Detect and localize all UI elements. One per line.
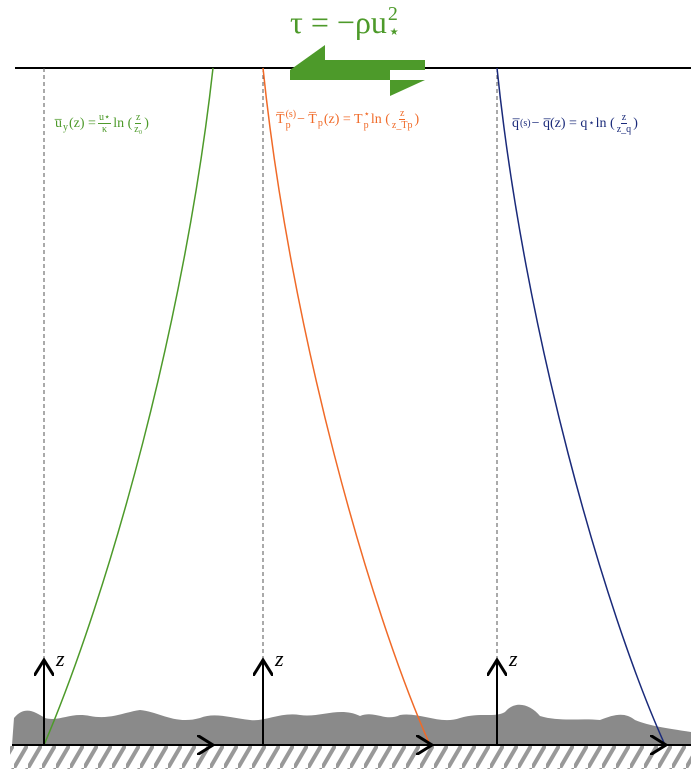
fraction: u⋆κ	[98, 112, 111, 135]
formula-text: − q̅(z) = q	[532, 116, 588, 132]
formula-text: (z) = T	[324, 112, 363, 128]
script: p	[318, 110, 323, 129]
rough-surface	[12, 705, 691, 745]
numerator: z	[135, 112, 141, 124]
subscript: p	[286, 120, 291, 131]
formula-text: )	[633, 116, 638, 132]
temperature-profile	[263, 68, 430, 745]
script: (s)	[520, 118, 531, 129]
superscript: 2	[388, 5, 398, 23]
stress-arrow-left	[290, 45, 425, 70]
denominator: κ	[102, 124, 107, 135]
formula-text: )	[144, 116, 149, 132]
script: ⋆p	[364, 109, 370, 131]
script: 2⋆	[388, 5, 401, 41]
subscript: ⋆	[388, 23, 401, 41]
subscript: y	[63, 122, 68, 133]
numerator: u⋆	[98, 112, 111, 124]
formula-text: u̅	[55, 116, 62, 132]
formula-text: τ = −ρu	[290, 4, 387, 41]
formula-text: ln (	[113, 116, 132, 132]
humidity-profile	[497, 68, 665, 745]
formula-text: q̅	[512, 116, 519, 132]
script: ⋆	[588, 118, 594, 129]
formula-text: − T̅	[297, 112, 317, 128]
axis-label: z	[56, 646, 65, 672]
formula-text: T̅	[276, 112, 285, 128]
formula-text: ln (	[371, 112, 390, 128]
stress-arrow-right	[290, 70, 425, 96]
numerator: z	[399, 108, 405, 120]
formula-text: )	[414, 112, 419, 128]
formula-text: (z) =	[69, 116, 96, 132]
page: τ = −ρu2⋆ u̅y(z) = u⋆κ ln (zz₀) T̅(s)p −…	[0, 0, 691, 769]
script: y	[63, 114, 68, 133]
subscript: p	[364, 120, 369, 131]
axis-label: z	[275, 646, 284, 672]
denominator: z_q	[617, 124, 631, 135]
denominator: z₀	[134, 124, 142, 135]
superscript: (s)	[520, 118, 531, 129]
formula-text: ln (	[596, 116, 615, 132]
numerator: z	[621, 112, 627, 124]
superscript: ⋆	[364, 109, 370, 120]
axis-label: z	[509, 646, 518, 672]
ground-hatch	[10, 746, 691, 769]
script: (s)p	[286, 109, 297, 131]
superscript: ⋆	[588, 118, 594, 129]
subscript: p	[318, 118, 323, 129]
denominator: z_Tp	[392, 120, 413, 131]
reference-lines	[44, 68, 497, 745]
superscript: (s)	[286, 109, 297, 120]
velocity-profile	[44, 68, 213, 745]
